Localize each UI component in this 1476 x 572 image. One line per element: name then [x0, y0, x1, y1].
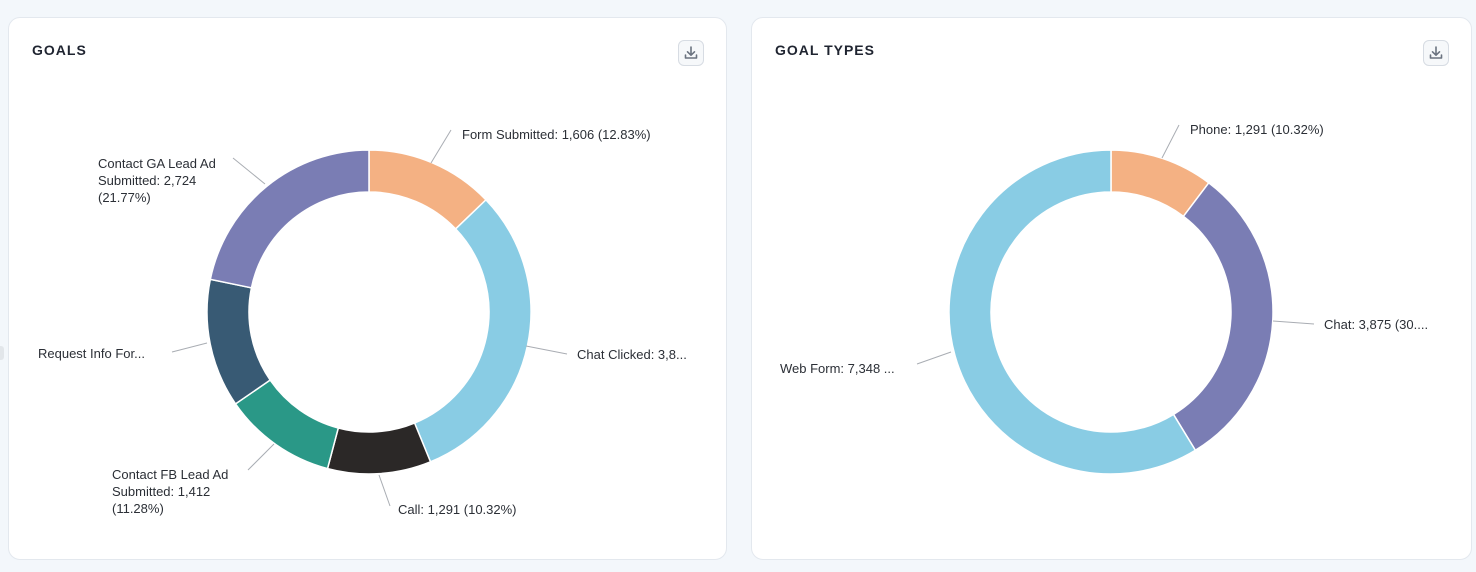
slice-chat[interactable] [1172, 181, 1274, 452]
slice-label: Chat Clicked: 3,8... [577, 347, 687, 362]
goals-donut-chart: Form Submitted: 1,606 (12.83%) Chat Click… [38, 127, 687, 517]
leader-line [378, 474, 391, 507]
slice-web-form[interactable] [948, 149, 1197, 475]
goals-card: GOALS Form Submitted: 1,606 (12.83%) Chat… [8, 17, 727, 560]
leader-line [916, 351, 952, 365]
slice-request-info-for[interactable] [206, 278, 272, 405]
goals-title: GOALS [32, 42, 87, 58]
leader-line [171, 342, 208, 353]
leader-line [247, 443, 275, 471]
goal-types-title: GOAL TYPES [775, 42, 875, 58]
leader-line [430, 129, 452, 164]
goals-download-button[interactable] [678, 40, 704, 66]
leader-line [1272, 320, 1315, 325]
goal-types-donut-chart: Phone: 1,291 (10.32%) Chat: 3,875 (30....… [780, 122, 1428, 475]
download-icon [1429, 46, 1443, 59]
slice-label: Web Form: 7,348 ... [780, 361, 895, 376]
leader-line [1161, 124, 1180, 159]
download-icon [684, 46, 698, 59]
slice-label: Form Submitted: 1,606 (12.83%) [462, 127, 651, 142]
slice-label: Phone: 1,291 (10.32%) [1190, 122, 1324, 137]
goal-types-card: GOAL TYPES Phone: 1,291 (10.32%) Chat: 3,… [751, 17, 1472, 560]
slice-label: Contact FB Lead Ad Submitted: 1,412 (11.28… [112, 467, 228, 516]
slice-label: Request Info For... [38, 346, 145, 361]
leader-line [525, 345, 568, 355]
slice-contact-ga-lead-ad-submitted[interactable] [209, 149, 370, 289]
slice-label: Call: 1,291 (10.32%) [398, 502, 517, 517]
leader-line [232, 157, 266, 185]
slice-label: Chat: 3,875 (30.... [1324, 317, 1428, 332]
goal-types-download-button[interactable] [1423, 40, 1449, 66]
slice-chat-clicked[interactable] [413, 198, 532, 463]
slice-call[interactable] [326, 422, 432, 475]
slice-label: Contact GA Lead Ad Submitted: 2,724 (21.77… [98, 156, 216, 205]
side-scroll-tab[interactable] [0, 346, 4, 360]
